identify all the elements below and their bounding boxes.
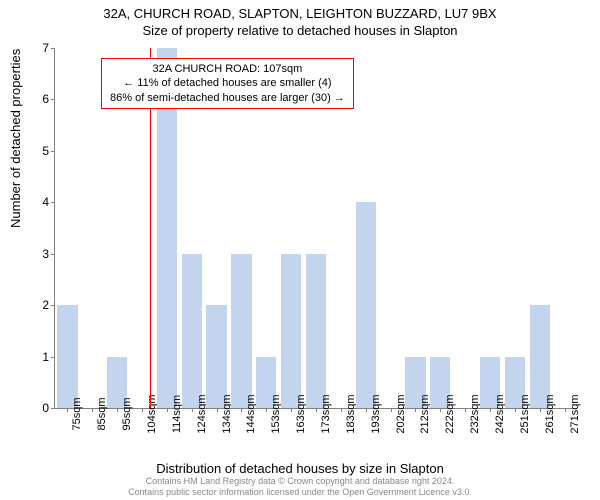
x-tick-mark	[117, 408, 118, 412]
annotation-line: 32A CHURCH ROAD: 107sqm	[110, 62, 345, 76]
y-tick-mark	[51, 151, 55, 152]
chart-title: 32A, CHURCH ROAD, SLAPTON, LEIGHTON BUZZ…	[0, 0, 600, 21]
footer-line-1: Contains HM Land Registry data © Crown c…	[0, 476, 600, 487]
x-tick-label: 193sqm	[370, 394, 382, 433]
x-tick-mark	[565, 408, 566, 412]
bar	[530, 305, 550, 408]
bar	[231, 254, 251, 408]
x-tick-mark	[92, 408, 93, 412]
x-tick-mark	[266, 408, 267, 412]
x-tick-mark	[142, 408, 143, 412]
y-tick-mark	[51, 202, 55, 203]
x-tick-mark	[490, 408, 491, 412]
x-tick-mark	[192, 408, 193, 412]
bar	[182, 254, 202, 408]
x-tick-mark	[540, 408, 541, 412]
bar	[57, 305, 77, 408]
x-tick-mark	[391, 408, 392, 412]
x-tick-label: 95sqm	[121, 397, 133, 430]
y-tick-mark	[51, 305, 55, 306]
x-tick-mark	[515, 408, 516, 412]
x-tick-mark	[316, 408, 317, 412]
y-tick-mark	[51, 408, 55, 409]
x-tick-label: 173sqm	[320, 394, 332, 433]
x-tick-label: 271sqm	[569, 394, 581, 433]
chart-subtitle: Size of property relative to detached ho…	[0, 21, 600, 38]
x-tick-label: 261sqm	[544, 394, 556, 433]
x-tick-mark	[465, 408, 466, 412]
x-tick-mark	[341, 408, 342, 412]
annotation-line: 86% of semi-detached houses are larger (…	[110, 91, 345, 105]
y-tick-mark	[51, 48, 55, 49]
x-tick-mark	[167, 408, 168, 412]
x-tick-mark	[415, 408, 416, 412]
annotation-line: ← 11% of detached houses are smaller (4)	[110, 76, 345, 90]
bar	[281, 254, 301, 408]
x-tick-label: 75sqm	[71, 397, 83, 430]
footer-line-2: Contains public sector information licen…	[0, 487, 600, 498]
x-tick-mark	[291, 408, 292, 412]
x-axis-label: Distribution of detached houses by size …	[0, 461, 600, 476]
x-tick-mark	[217, 408, 218, 412]
footer-attribution: Contains HM Land Registry data © Crown c…	[0, 476, 600, 498]
bar	[306, 254, 326, 408]
y-axis-label: Number of detached properties	[8, 49, 23, 228]
bar	[356, 202, 376, 408]
x-tick-mark	[241, 408, 242, 412]
annotation-box: 32A CHURCH ROAD: 107sqm← 11% of detached…	[101, 58, 354, 109]
y-tick-mark	[51, 254, 55, 255]
bar	[206, 305, 226, 408]
x-tick-mark	[440, 408, 441, 412]
x-tick-mark	[67, 408, 68, 412]
x-tick-label: 222sqm	[444, 394, 456, 433]
y-tick-mark	[51, 99, 55, 100]
y-tick-mark	[51, 357, 55, 358]
plot-area: 0123456775sqm85sqm95sqm104sqm114sqm124sq…	[54, 48, 577, 409]
x-tick-mark	[366, 408, 367, 412]
